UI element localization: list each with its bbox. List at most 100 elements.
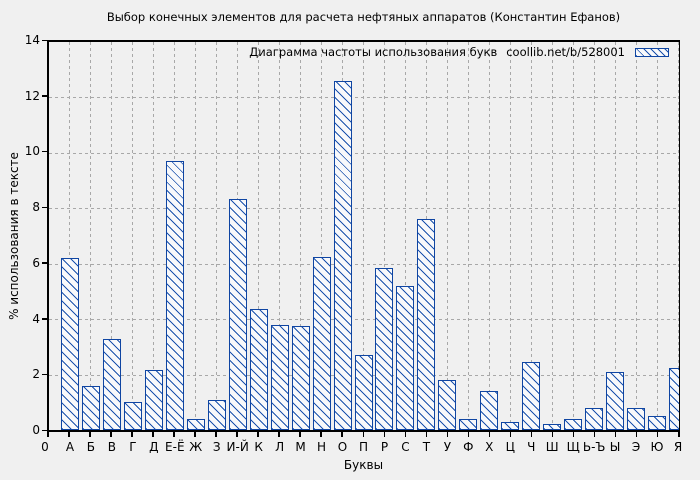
bar	[123, 402, 142, 430]
grid-line-vertical	[321, 42, 323, 430]
grid-line-vertical	[572, 42, 574, 430]
bar	[207, 399, 226, 430]
x-tick-mark	[341, 432, 343, 437]
bar	[480, 391, 499, 430]
x-tick-mark	[530, 432, 533, 437]
x-tick-mark	[425, 432, 428, 437]
x-tick-mark	[593, 432, 596, 437]
bar	[417, 219, 436, 430]
y-tick-mark	[42, 318, 47, 320]
bar	[291, 326, 310, 430]
x-tick-mark	[678, 432, 680, 437]
x-tick-label: Ю	[650, 440, 664, 454]
grid-line-horizontal	[49, 97, 679, 99]
grid-line-vertical	[216, 42, 218, 430]
bar	[81, 385, 100, 430]
x-tick-label: Т	[422, 440, 431, 454]
bar	[144, 370, 163, 430]
x-tick-mark	[320, 432, 322, 437]
x-tick-mark	[278, 432, 280, 437]
grid-line-vertical	[132, 42, 134, 430]
grid-line-horizontal	[49, 208, 679, 210]
y-tick-mark	[42, 373, 47, 376]
x-tick-mark	[131, 432, 133, 437]
x-tick-label: Э	[631, 440, 641, 454]
x-tick-mark	[89, 432, 91, 437]
y-tick-mark	[42, 95, 47, 97]
grid-line-horizontal	[49, 263, 679, 265]
grid-line-vertical	[509, 42, 511, 430]
chart-title: Выбор конечных элементов для расчета неф…	[106, 10, 621, 24]
x-tick-label: Е-Ё	[165, 440, 185, 454]
y-tick-label: 4	[32, 311, 40, 326]
x-tick-label: О	[337, 440, 348, 454]
y-tick-mark	[42, 150, 47, 153]
x-tick-label: Л	[275, 440, 285, 454]
y-tick-label: 14	[24, 33, 40, 47]
bar	[165, 161, 184, 430]
x-tick-mark	[299, 432, 301, 437]
x-tick-label: Ц	[505, 440, 515, 454]
x-tick-label: И-Й	[226, 440, 249, 454]
bar	[186, 418, 205, 430]
grid-line-vertical	[90, 42, 92, 430]
x-tick-label: К	[254, 440, 263, 454]
grid-line-vertical	[677, 42, 679, 430]
x-tick-label: Ф	[463, 440, 474, 454]
bar	[438, 380, 457, 430]
x-tick-label: Р	[380, 440, 389, 454]
x-tick-label: З	[212, 440, 221, 454]
grid-line-vertical	[446, 42, 448, 430]
x-tick-label: С	[401, 440, 410, 454]
bar	[543, 424, 562, 430]
bar	[375, 267, 394, 430]
bar	[396, 285, 415, 430]
x-tick-mark	[173, 432, 175, 437]
x-tick-mark	[236, 432, 238, 437]
grid-line-vertical	[656, 42, 658, 430]
x-tick-mark	[68, 432, 70, 437]
x-tick-mark	[572, 432, 575, 437]
grid-line-vertical	[593, 42, 595, 430]
y-axis-label: % использования в тексте	[7, 152, 21, 320]
x-tick-label: Б	[86, 440, 96, 454]
grid-line-vertical	[111, 42, 113, 430]
legend-label: Диаграмма частоты использования букв	[249, 45, 498, 59]
grid-line-vertical	[530, 42, 532, 430]
x-tick-mark	[152, 432, 154, 437]
bar	[459, 418, 478, 430]
grid-line-vertical	[404, 42, 406, 430]
y-tick-label: 10	[24, 144, 40, 159]
grid-line-vertical	[279, 42, 281, 430]
x-tick-label: Д	[149, 440, 159, 454]
x-tick-label: Щ	[566, 440, 580, 454]
bar	[354, 355, 373, 430]
x-tick-mark	[215, 432, 217, 437]
x-tick-mark	[656, 432, 659, 437]
bar	[648, 416, 667, 430]
x-tick-label: В	[107, 440, 117, 454]
bar	[102, 338, 121, 430]
x-tick-mark	[383, 432, 386, 437]
x-tick-mark	[47, 432, 49, 437]
x-tick-label: Х	[485, 440, 494, 454]
x-tick-label: Ш	[545, 440, 559, 454]
x-tick-label: Н	[317, 440, 327, 454]
bar	[501, 421, 520, 430]
grid-line-vertical	[195, 42, 197, 430]
grid-line-vertical	[551, 42, 553, 430]
x-tick-mark	[488, 432, 491, 437]
x-tick-mark	[509, 432, 512, 437]
x-tick-label: Г	[129, 440, 137, 454]
bar	[249, 309, 268, 430]
grid-line-vertical	[383, 42, 385, 430]
x-tick-label: У	[443, 440, 452, 454]
bar	[585, 407, 604, 430]
y-tick-mark	[42, 429, 47, 431]
x-tick-label: Ч	[527, 440, 536, 454]
bar	[333, 80, 352, 430]
x-tick-label: М	[295, 440, 306, 454]
x-tick-mark	[614, 432, 617, 437]
x-origin-label: 0	[41, 440, 49, 454]
